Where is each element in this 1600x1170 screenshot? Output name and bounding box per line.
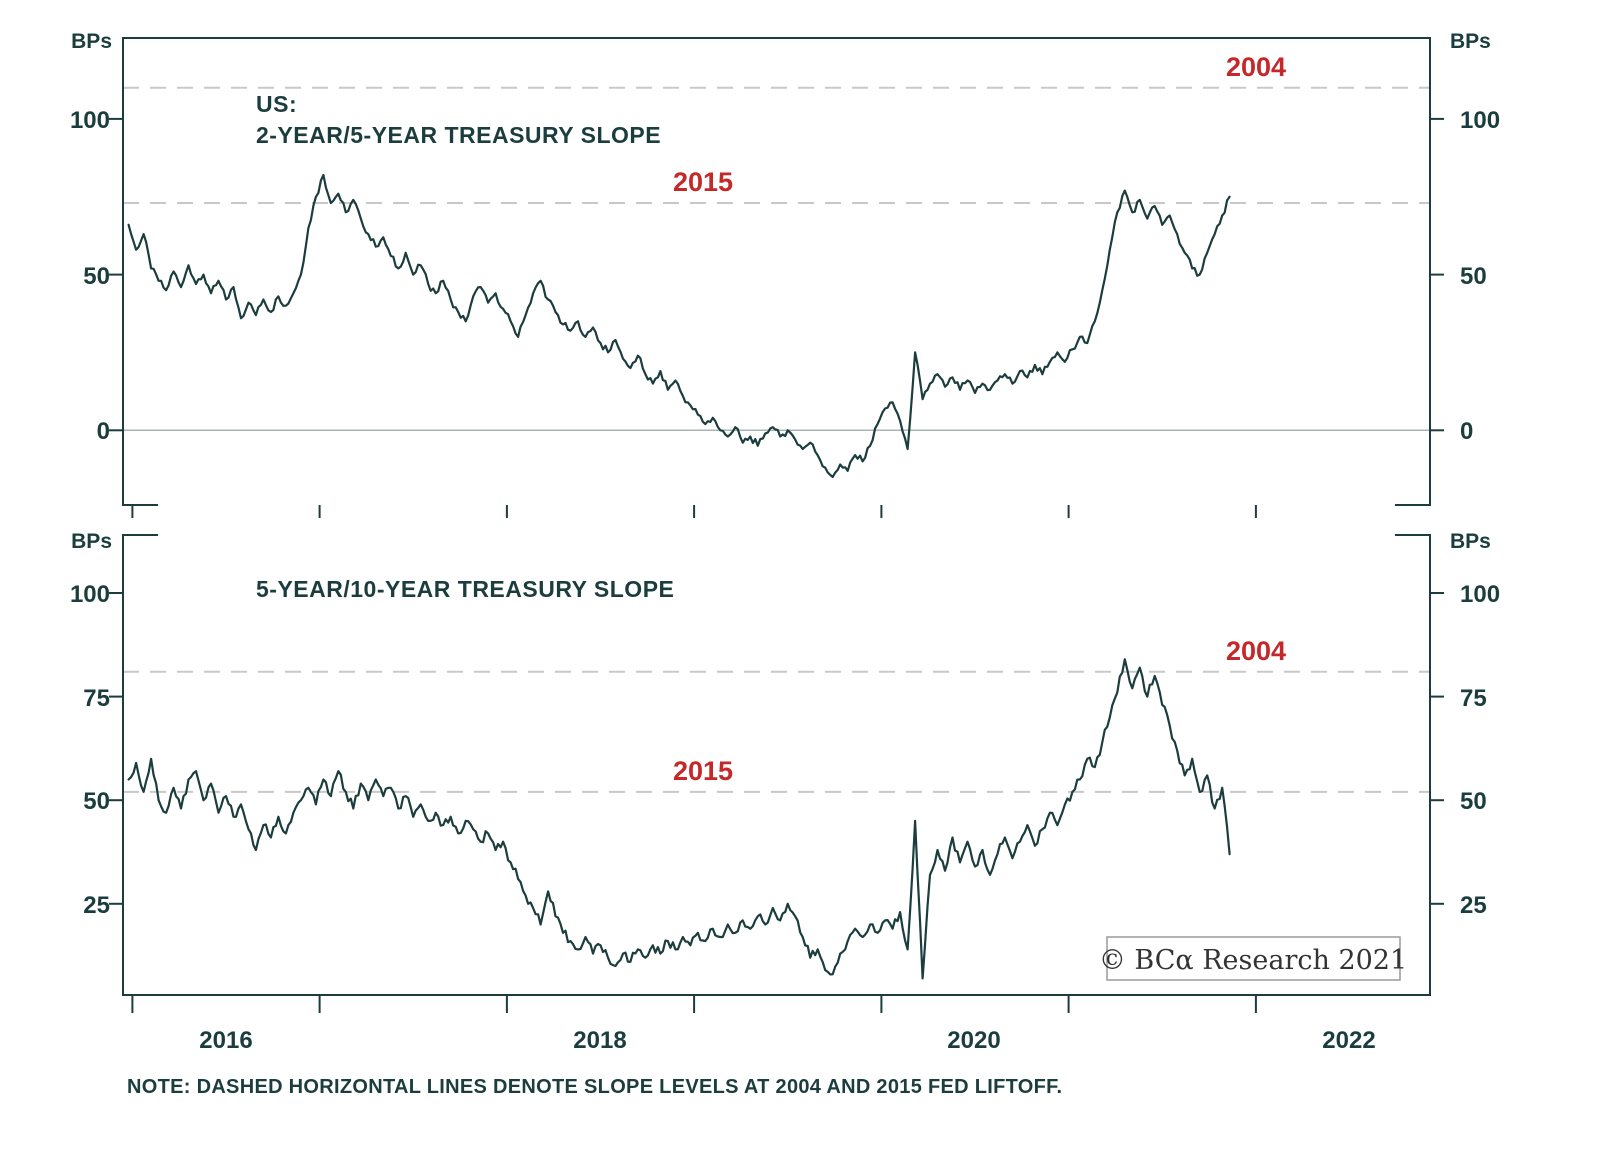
- y-axis-unit-top-right: BPs: [1450, 30, 1491, 53]
- y-tick-label: 50: [1460, 788, 1487, 815]
- x-tick-label: 2022: [1322, 1027, 1375, 1054]
- panel-title-line2: 2-YEAR/5-YEAR TREASURY SLOPE: [256, 122, 661, 148]
- reference-line-label-2015: 2015: [673, 167, 733, 197]
- y-tick-label: 50: [83, 788, 110, 815]
- y-axis-unit-top-left: BPs: [71, 30, 112, 53]
- y-axis-unit-bottom-right: BPs: [1450, 530, 1491, 553]
- copyright-box: © BCα Research 2021: [1099, 936, 1407, 981]
- y-tick-label: 50: [83, 263, 110, 290]
- series-line-us-2y-5y-treasury-slope: [127, 173, 1231, 479]
- copyright-border: [1106, 936, 1401, 981]
- series-line-us-5y-10y-treasury-slope: [127, 658, 1231, 980]
- x-tick-label: 2016: [199, 1027, 252, 1054]
- x-tick-label: 2020: [947, 1027, 1000, 1054]
- y-axis-unit-bottom-left: BPs: [71, 530, 112, 553]
- y-tick-label: 75: [83, 685, 110, 712]
- y-tick-label: 100: [1460, 581, 1500, 608]
- y-tick-label: 0: [97, 418, 110, 445]
- y-tick-label: 100: [70, 107, 110, 134]
- y-tick-label: 25: [1460, 892, 1487, 919]
- reference-line-label-2004: 2004: [1226, 636, 1286, 666]
- y-tick-label: 75: [1460, 685, 1487, 712]
- reference-line-label-2004: 2004: [1226, 52, 1286, 82]
- y-tick-label: 100: [70, 581, 110, 608]
- panel-title: 5-YEAR/10-YEAR TREASURY SLOPE: [256, 576, 674, 602]
- y-tick-label: 25: [83, 892, 110, 919]
- footnote: NOTE: DASHED HORIZONTAL LINES DENOTE SLO…: [127, 1076, 1062, 1098]
- bottom-panel-5y10y: BPs BPs 100 75 50 25 100 75 50 25 5-YEAR…: [70, 530, 1500, 996]
- copyright-text: © BCα Research 2021: [1099, 945, 1407, 976]
- x-axis-labels: 2016 2018 2020 2022: [199, 1027, 1375, 1054]
- bottom-panel-frame: [122, 534, 1431, 996]
- top-panel-frame: [122, 37, 1431, 506]
- panel-title-line1: US:: [256, 91, 297, 117]
- top-panel-2y5y: BPs BPs 100 50 0 100 50 0 US: 2-YEAR/5-Y…: [70, 30, 1500, 506]
- y-tick-label: 50: [1460, 263, 1487, 290]
- x-tick-label: 2018: [573, 1027, 626, 1054]
- reference-line-label-2015: 2015: [673, 756, 733, 786]
- y-tick-label: 100: [1460, 107, 1500, 134]
- y-tick-label: 0: [1460, 418, 1473, 445]
